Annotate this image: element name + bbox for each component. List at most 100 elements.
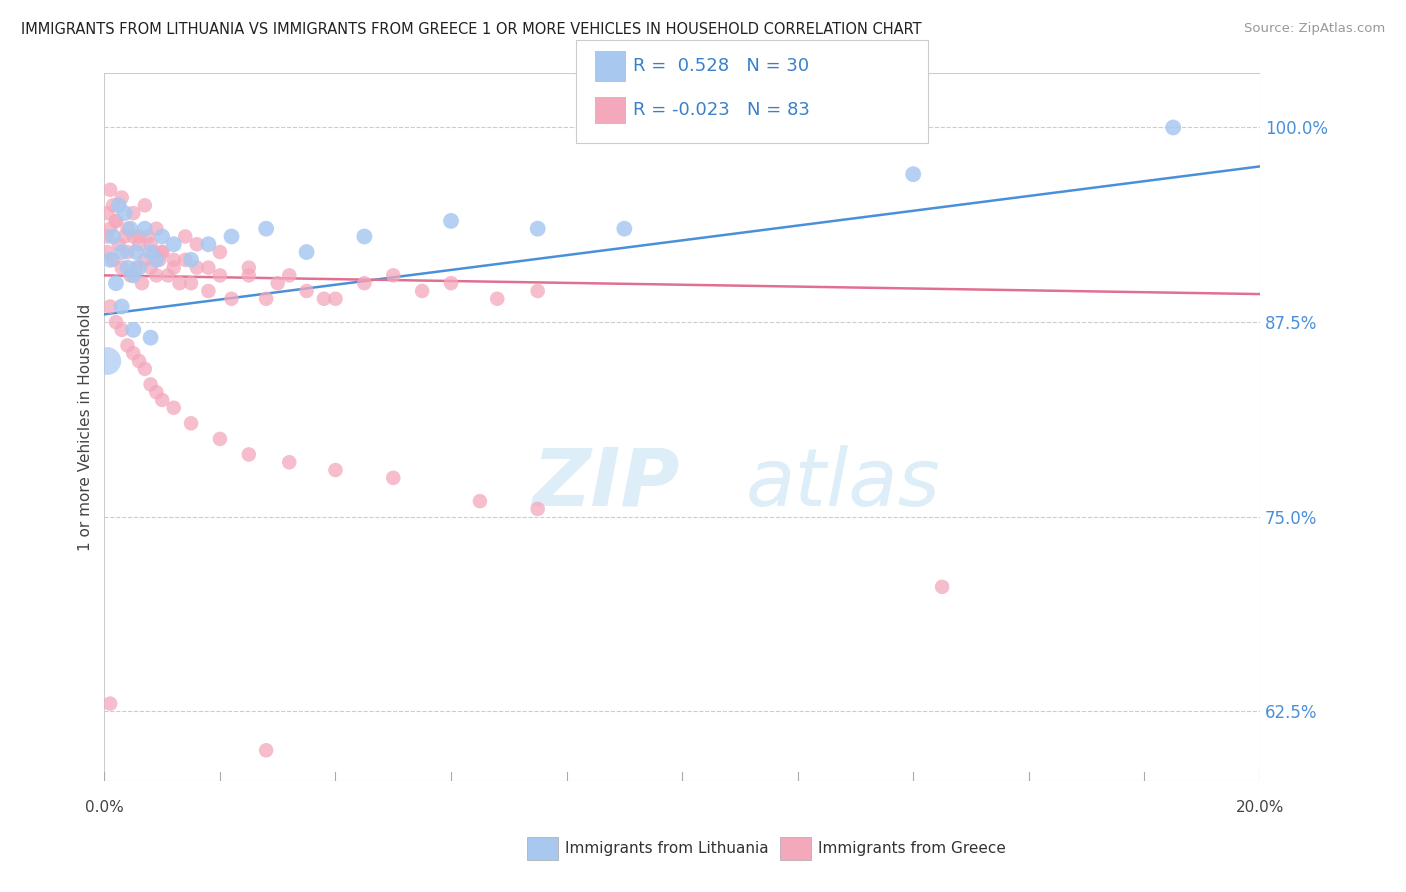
Point xyxy=(134,198,156,212)
Point xyxy=(254,743,277,757)
Point xyxy=(98,697,121,711)
Text: R = -0.023   N = 83: R = -0.023 N = 83 xyxy=(633,102,810,120)
Text: Immigrants from Lithuania: Immigrants from Lithuania xyxy=(565,841,769,855)
Point xyxy=(111,190,134,204)
Point xyxy=(145,221,167,235)
Point xyxy=(139,260,162,275)
Point xyxy=(526,221,548,235)
Point xyxy=(468,494,491,508)
Point xyxy=(254,221,277,235)
Point xyxy=(197,260,219,275)
Point xyxy=(238,268,260,283)
Point xyxy=(174,252,197,267)
Point xyxy=(526,284,548,298)
Point xyxy=(122,229,145,244)
Point xyxy=(98,183,121,197)
Point xyxy=(145,385,167,400)
Point xyxy=(903,167,925,181)
Point xyxy=(180,252,202,267)
Point xyxy=(145,252,167,267)
Point xyxy=(98,300,121,314)
Point xyxy=(120,221,142,235)
Point xyxy=(96,245,118,260)
Point xyxy=(145,268,167,283)
Text: IMMIGRANTS FROM LITHUANIA VS IMMIGRANTS FROM GREECE 1 OR MORE VEHICLES IN HOUSEH: IMMIGRANTS FROM LITHUANIA VS IMMIGRANTS … xyxy=(21,22,922,37)
Point xyxy=(122,206,145,220)
Point xyxy=(96,354,118,368)
Point xyxy=(125,245,148,260)
Point xyxy=(128,260,150,275)
Point xyxy=(101,229,124,244)
Point xyxy=(440,276,463,290)
Point xyxy=(325,292,347,306)
Point xyxy=(174,229,197,244)
Point xyxy=(156,268,179,283)
Text: atlas: atlas xyxy=(745,445,941,523)
Point xyxy=(278,268,301,283)
Point xyxy=(98,221,121,235)
Point xyxy=(278,455,301,469)
Point xyxy=(197,237,219,252)
Point xyxy=(150,392,173,407)
Point xyxy=(150,245,173,260)
Point xyxy=(486,292,509,306)
Point xyxy=(238,447,260,461)
Point xyxy=(197,284,219,298)
Point xyxy=(267,276,290,290)
Text: Immigrants from Greece: Immigrants from Greece xyxy=(818,841,1007,855)
Text: R =  0.528   N = 30: R = 0.528 N = 30 xyxy=(633,57,808,75)
Point xyxy=(142,245,165,260)
Point xyxy=(136,229,159,244)
Point xyxy=(122,323,145,337)
Point xyxy=(120,268,142,283)
Point xyxy=(150,245,173,260)
Point xyxy=(114,206,136,220)
Point xyxy=(238,260,260,275)
Point xyxy=(169,276,191,290)
Point xyxy=(163,252,186,267)
Point xyxy=(295,284,318,298)
Point xyxy=(111,323,134,337)
Point xyxy=(96,229,118,244)
Point xyxy=(117,338,139,352)
Point xyxy=(150,229,173,244)
Point xyxy=(122,268,145,283)
Point xyxy=(163,260,186,275)
Text: ZIP: ZIP xyxy=(531,445,679,523)
Point xyxy=(108,198,131,212)
Point xyxy=(104,315,127,329)
Point xyxy=(526,502,548,516)
Point xyxy=(440,214,463,228)
Point xyxy=(382,471,405,485)
Point xyxy=(148,252,170,267)
Point xyxy=(163,401,186,415)
Text: 20.0%: 20.0% xyxy=(1236,800,1284,815)
Point xyxy=(96,206,118,220)
Point xyxy=(108,237,131,252)
Point xyxy=(353,276,375,290)
Text: 0.0%: 0.0% xyxy=(84,800,124,815)
Point xyxy=(128,229,150,244)
Point xyxy=(163,237,186,252)
Point xyxy=(931,580,953,594)
Point xyxy=(613,221,636,235)
Point xyxy=(221,229,243,244)
Text: Source: ZipAtlas.com: Source: ZipAtlas.com xyxy=(1244,22,1385,36)
Point xyxy=(180,276,202,290)
Point xyxy=(353,229,375,244)
Point xyxy=(114,229,136,244)
Point xyxy=(111,245,134,260)
Point xyxy=(131,276,153,290)
Point xyxy=(104,214,127,228)
Point xyxy=(139,245,162,260)
Point xyxy=(134,252,156,267)
Point xyxy=(1161,120,1184,135)
Point xyxy=(139,331,162,345)
Point xyxy=(125,260,148,275)
Point xyxy=(122,346,145,360)
Point xyxy=(101,252,124,267)
Point xyxy=(117,245,139,260)
Point xyxy=(254,292,277,306)
Point xyxy=(139,377,162,392)
Point xyxy=(104,276,127,290)
